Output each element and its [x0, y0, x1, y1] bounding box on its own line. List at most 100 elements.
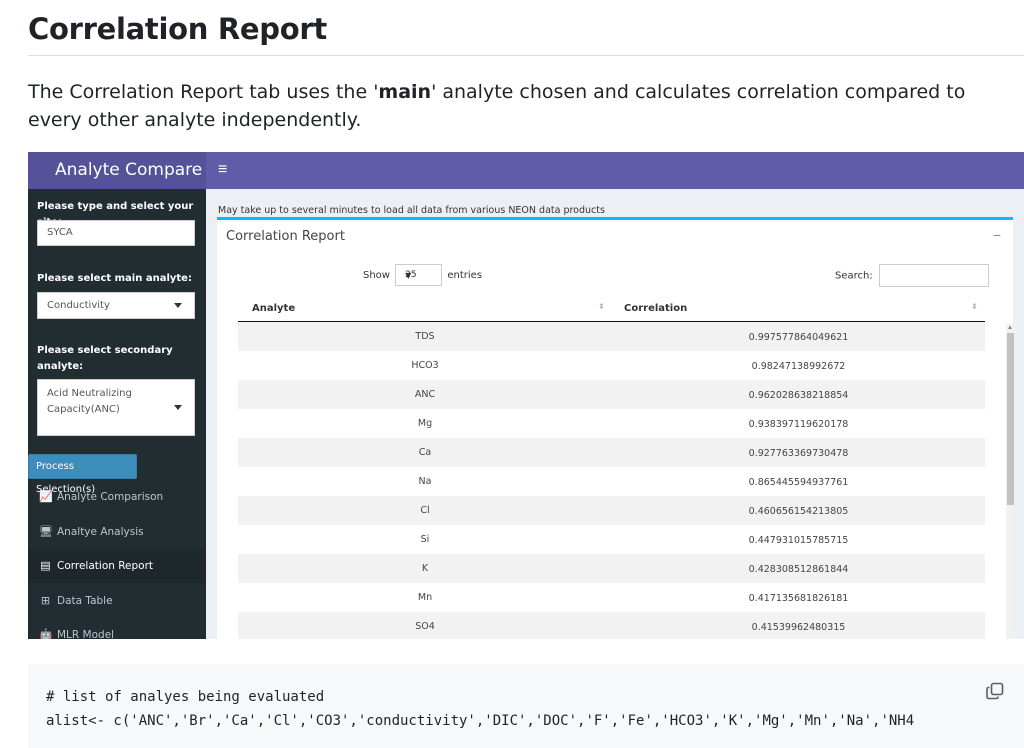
site-input[interactable]: SYCA — [37, 220, 195, 246]
cell-correlation: 0.98247138992672 — [751, 361, 846, 372]
desktop-icon: 🖥 — [39, 525, 53, 538]
robot-icon: 🤖 — [39, 628, 53, 639]
table-body: TDS 0.997577864049621 HCO3 0.98247138992672… — [238, 322, 985, 639]
page-title: Correlation Report — [28, 12, 327, 46]
code-block: # list of analyes being evaluated alist<… — [28, 664, 1024, 748]
table-row: ANC 0.962028638218854 — [238, 380, 985, 409]
cell-correlation: 0.997577864049621 — [748, 332, 849, 343]
para-text-start: The Correlation Report tab uses the ' — [28, 81, 379, 103]
sort-icon[interactable]: ⬍ — [971, 302, 978, 311]
cell-analyte: TDS — [415, 331, 435, 342]
table-row: K 0.428308512861844 — [238, 554, 985, 583]
column-header-correlation[interactable]: Correlation — [624, 303, 688, 314]
box-title: Correlation Report — [226, 229, 345, 244]
app-logo: Analyte Compare — [28, 152, 206, 189]
table-header: Analyte ⬍ Correlation ⬍ — [238, 295, 985, 322]
scroll-thumb[interactable] — [1007, 333, 1014, 505]
sidebar-item-mlr-model[interactable]: 🤖 MLR Model — [28, 618, 206, 639]
sidebar: Please type and select your site: SYCA P… — [28, 189, 206, 639]
show-entries-control: Show 25 ▼ entries — [363, 264, 482, 286]
table-list-icon: ▤ — [40, 559, 51, 572]
entries-label: entries — [447, 270, 483, 281]
sidebar-item-data-table[interactable]: ⊞ Data Table — [28, 584, 206, 618]
para-bold-main: main — [378, 81, 432, 103]
dropdown-caret-icon — [174, 303, 182, 308]
cell-analyte: ANC — [414, 389, 436, 400]
sidebar-item-correlation-report[interactable]: ▤ Correlation Report — [28, 549, 206, 583]
cell-analyte: Cl — [420, 505, 430, 516]
table-row: Ca 0.927763369730478 — [238, 438, 985, 467]
scroll-up-icon[interactable]: ▲ — [1007, 325, 1013, 331]
sidebar-item-label: MLR Model — [57, 629, 115, 639]
cell-correlation: 0.447931015785715 — [748, 535, 849, 546]
title-divider — [28, 55, 1024, 56]
show-label: Show — [363, 270, 390, 281]
cell-correlation: 0.417135681826181 — [748, 593, 849, 604]
sidebar-item-label: Analyte Comparison — [57, 491, 164, 503]
table-row: Cl 0.460656154213805 — [238, 496, 985, 525]
secondary-analyte-value-line1: Acid Neutralizing — [47, 388, 132, 399]
correlation-table: Analyte ⬍ Correlation ⬍ TDS 0.99757786404… — [238, 295, 985, 639]
correlation-report-box: Correlation Report − Show 25 ▼ entries Se… — [217, 217, 1015, 639]
cell-analyte: K — [421, 563, 429, 574]
cell-analyte: HCO3 — [411, 360, 439, 371]
hamburger-icon[interactable]: ≡ — [218, 161, 228, 178]
search-input[interactable] — [878, 264, 989, 287]
para-text-end: ' analyte chosen and calculates correlat… — [28, 81, 966, 131]
grid-table-icon: ⊞ — [40, 594, 51, 607]
sidebar-item-label: Analtye Analysis — [57, 526, 144, 538]
cell-correlation: 0.927763369730478 — [748, 448, 849, 459]
sidebar-item-analyte-analysis[interactable]: 🖥 Analtye Analysis — [28, 515, 206, 549]
app-topbar: ≡ — [206, 152, 1024, 189]
table-row: Mg 0.938397119620178 — [238, 409, 985, 438]
main-analyte-label: Please select main analyte: — [37, 273, 192, 284]
sidebar-item-analyte-comparison[interactable]: 📈 Analyte Comparison — [28, 480, 206, 514]
dropdown-caret-icon: ▼ — [405, 271, 412, 280]
cell-analyte: Ca — [418, 447, 432, 458]
cell-analyte: Si — [420, 534, 430, 545]
cell-correlation: 0.428308512861844 — [748, 564, 849, 575]
column-header-analyte[interactable]: Analyte — [252, 303, 296, 314]
process-selections-button[interactable]: Process Selection(s) — [28, 454, 137, 495]
description-paragraph: The Correlation Report tab uses the 'mai… — [28, 78, 1024, 134]
entries-value: 25 — [405, 270, 417, 280]
cell-analyte: Mg — [417, 418, 433, 429]
secondary-analyte-value-line2: Capacity(ANC) — [47, 404, 120, 415]
search-label: Search: — [835, 270, 873, 282]
cell-analyte: SO4 — [415, 621, 435, 632]
loading-note: May take up to several minutes to load a… — [218, 205, 605, 216]
secondary-analyte-select[interactable]: Acid Neutralizing Capacity(ANC) — [37, 379, 195, 436]
table-row: SO4 0.41539962480315 — [238, 612, 985, 639]
main-content: May take up to several minutes to load a… — [206, 189, 1024, 639]
table-row: HCO3 0.98247138992672 — [238, 351, 985, 380]
chart-area-icon: 📈 — [39, 490, 53, 503]
table-row: Na 0.865445594937761 — [238, 467, 985, 496]
sort-icon[interactable]: ⬍ — [598, 302, 605, 311]
cell-analyte: Mn — [417, 592, 433, 603]
table-search: Search: — [835, 264, 989, 287]
cell-correlation: 0.962028638218854 — [748, 390, 849, 401]
table-row: TDS 0.997577864049621 — [238, 322, 985, 351]
table-scrollbar[interactable]: ▲ — [1006, 324, 1015, 639]
copy-icon[interactable] — [985, 681, 1005, 701]
table-row: Si 0.447931015785715 — [238, 525, 985, 554]
secondary-analyte-label-line2: analyte: — [37, 361, 84, 372]
app-screenshot: Analyte Compare ≡ Please type and select… — [28, 152, 1024, 639]
dropdown-caret-icon — [174, 405, 182, 410]
cell-analyte: Na — [418, 476, 432, 487]
cell-correlation: 0.865445594937761 — [748, 477, 849, 488]
code-line-comment: # list of analyes being evaluated — [46, 689, 325, 705]
main-analyte-value: Conductivity — [47, 300, 110, 311]
sidebar-item-label: Correlation Report — [57, 560, 154, 572]
code-line-alist: alist<- c('ANC','Br','Ca','Cl','CO3','co… — [46, 713, 915, 729]
collapse-icon[interactable]: − — [992, 227, 1001, 243]
code-text: # list of analyes being evaluated alist<… — [46, 685, 914, 733]
cell-correlation: 0.938397119620178 — [748, 419, 849, 430]
main-analyte-select[interactable]: Conductivity — [37, 292, 195, 319]
table-row: Mn 0.417135681826181 — [238, 583, 985, 612]
entries-select[interactable]: 25 ▼ — [395, 264, 443, 286]
sidebar-item-label: Data Table — [57, 595, 113, 607]
cell-correlation: 0.460656154213805 — [748, 506, 849, 517]
secondary-analyte-label-line1: Please select secondary — [37, 345, 173, 356]
cell-correlation: 0.41539962480315 — [751, 622, 846, 633]
